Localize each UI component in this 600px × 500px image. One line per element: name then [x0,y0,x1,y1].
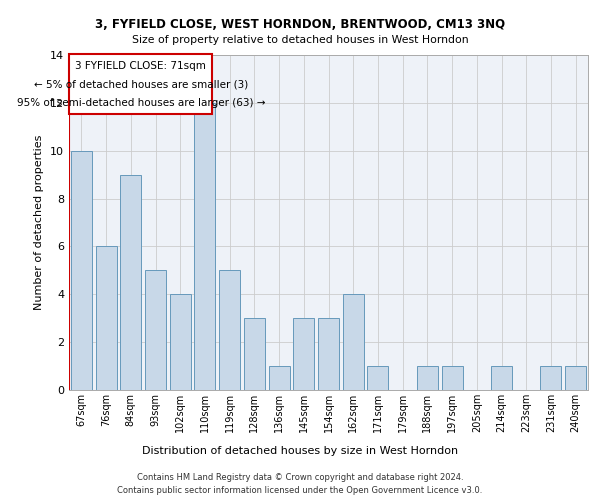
Bar [343,294,364,390]
Text: 95% of semi-detached houses are larger (63) →: 95% of semi-detached houses are larger (… [17,98,265,108]
Bar [95,246,116,390]
Bar [318,318,339,390]
Bar [269,366,290,390]
Bar [194,103,215,390]
Bar [541,366,562,390]
Text: Distribution of detached houses by size in West Horndon: Distribution of detached houses by size … [142,446,458,456]
Text: ← 5% of detached houses are smaller (3): ← 5% of detached houses are smaller (3) [34,80,248,90]
Text: Contains HM Land Registry data © Crown copyright and database right 2024.
Contai: Contains HM Land Registry data © Crown c… [118,474,482,495]
Bar [244,318,265,390]
Bar [71,150,92,390]
Text: 3 FYFIELD CLOSE: 71sqm: 3 FYFIELD CLOSE: 71sqm [76,61,206,71]
Bar [367,366,388,390]
Bar [293,318,314,390]
Bar [120,174,141,390]
Y-axis label: Number of detached properties: Number of detached properties [34,135,44,310]
FancyBboxPatch shape [70,54,212,114]
Bar [442,366,463,390]
Bar [565,366,586,390]
Bar [170,294,191,390]
Bar [491,366,512,390]
Text: Size of property relative to detached houses in West Horndon: Size of property relative to detached ho… [131,35,469,45]
Bar [417,366,438,390]
Text: 3, FYFIELD CLOSE, WEST HORNDON, BRENTWOOD, CM13 3NQ: 3, FYFIELD CLOSE, WEST HORNDON, BRENTWOO… [95,18,505,30]
Bar [145,270,166,390]
Bar [219,270,240,390]
